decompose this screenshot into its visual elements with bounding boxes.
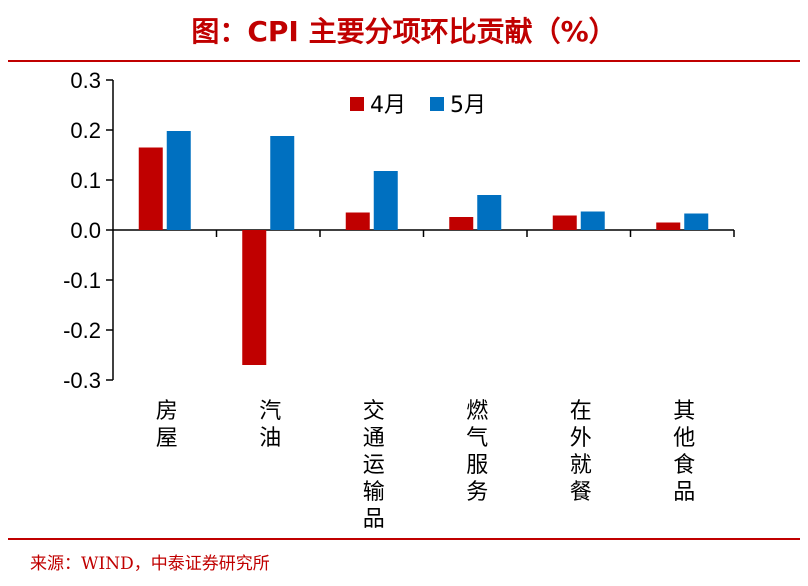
x-category-label: 其他食品 [673,399,695,505]
legend-swatch-2 [430,97,444,111]
bar-2-6 [684,213,709,230]
y-tick-label: -0.1 [63,268,101,293]
y-tick-label: -0.3 [63,368,101,393]
bar-2-4 [477,195,502,230]
legend-swatch-1 [350,97,364,111]
source-rule [8,538,800,540]
bar-2-3 [373,171,398,230]
labels: 0.3 0.2 0.1 0.0 -0.1 -0.2 -0.3 房屋 汽油 交通运输品 燃气服务 在外就… [63,68,695,532]
bar-1-3 [345,212,370,230]
x-category-label: 燃气服务 [466,399,488,505]
y-tick-label: -0.2 [63,318,101,343]
bar-1-2 [242,230,267,365]
bar-1-5 [552,215,577,230]
y-tick-label: 0.2 [70,118,101,143]
x-category-label: 汽油 [259,399,281,451]
bar-1-1 [138,147,163,230]
legend-label-2: 5月 [450,93,486,118]
bar-2-1 [166,131,191,230]
title-rule [8,60,800,62]
bar-chart: 0.3 0.2 0.1 0.0 -0.1 -0.2 -0.3 房屋 汽油 交通运输品 燃气服务 在外就… [63,68,735,532]
legend: 4月 5月 [350,93,486,118]
x-category-label: 房屋 [156,399,178,451]
x-category-label: 交通运输品 [363,399,385,532]
bars [138,131,709,365]
chart-title: 图：CPI 主要分项环比贡献（%） [191,15,617,48]
y-tick-label: 0.0 [70,218,101,243]
axes [106,79,735,381]
bar-2-5 [580,211,605,230]
bar-2-2 [270,136,295,230]
y-tick-label: 0.1 [70,168,101,193]
legend-label-1: 4月 [370,93,406,118]
bar-1-6 [656,222,681,230]
y-tick-label: 0.3 [70,68,101,93]
bar-1-4 [449,217,474,230]
x-category-label: 在外就餐 [570,399,592,505]
source-note: 来源：WIND，中泰证券研究所 [30,554,270,574]
